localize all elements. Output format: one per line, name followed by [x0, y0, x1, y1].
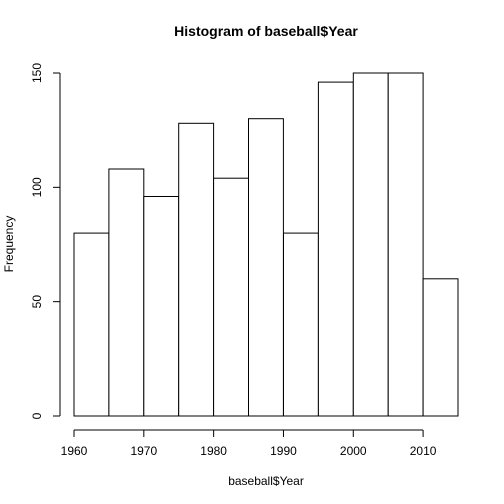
x-tick-label-4: 2000 [340, 444, 367, 458]
y-axis-label: Frequency [2, 216, 16, 273]
x-tick-label-0: 1960 [61, 444, 88, 458]
y-tick-label-0: 0 [30, 412, 44, 419]
histogram-bar-0 [73, 232, 110, 417]
histogram-bar-2 [143, 196, 180, 417]
bars-group [73, 72, 459, 417]
histogram-bar-3 [178, 122, 215, 417]
histogram-bar-1 [108, 168, 145, 417]
x-tick-label-5: 2010 [410, 444, 437, 458]
x-tick-label-1: 1970 [130, 444, 157, 458]
histogram-bar-10 [422, 278, 459, 417]
y-tick-label-3: 150 [30, 63, 44, 83]
chart-title: Histogram of baseball$Year [174, 23, 358, 39]
histogram-bar-9 [387, 72, 424, 417]
histogram-bar-6 [283, 232, 319, 417]
x-axis: 1960 1970 1980 1990 2000 2010 [61, 429, 437, 458]
histogram-bar-8 [352, 72, 389, 417]
x-tick-label-3: 1990 [270, 444, 297, 458]
y-tick-label-1: 50 [30, 295, 44, 309]
x-tick-label-2: 1980 [200, 444, 227, 458]
histogram-bar-5 [248, 118, 284, 417]
histogram-bar-7 [317, 81, 354, 417]
x-axis-label: baseball$Year [228, 474, 304, 488]
histogram-bar-4 [213, 177, 250, 417]
y-axis: 0 50 100 150 [30, 63, 61, 419]
y-tick-label-2: 100 [30, 177, 44, 197]
